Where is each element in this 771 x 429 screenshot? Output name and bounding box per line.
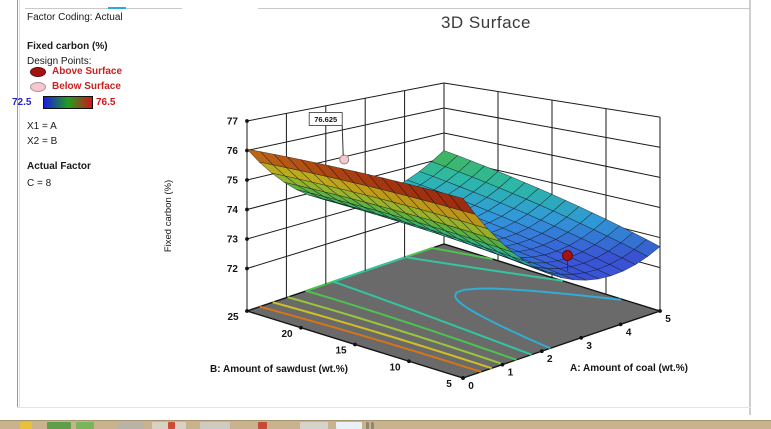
svg-text:77: 77	[227, 117, 239, 128]
taskbar-icon[interactable]	[336, 422, 362, 429]
below-surface-point-icon	[30, 82, 46, 92]
response-name-label: Fixed carbon (%)	[27, 41, 108, 52]
color-scale-min: 72.5	[12, 97, 32, 108]
taskbar-icon[interactable]	[200, 422, 230, 429]
below-surface-design-point[interactable]	[339, 154, 350, 165]
design-points-label: Design Points:	[27, 56, 92, 67]
response-surface-mesh	[246, 148, 661, 281]
prediction-flag[interactable]	[308, 112, 343, 126]
above-surface-design-point[interactable]	[561, 250, 573, 262]
taskbar-icon[interactable]	[300, 422, 328, 429]
svg-text:5: 5	[446, 379, 452, 390]
factor-coding-label: Factor Coding: Actual	[27, 12, 123, 23]
above-surface-label: Above Surface	[52, 66, 123, 77]
svg-text:3: 3	[586, 341, 592, 352]
taskbar-icon[interactable]	[366, 422, 369, 429]
design-points: 76.625	[308, 112, 573, 271]
svg-text:20: 20	[281, 329, 293, 340]
svg-text:75: 75	[227, 176, 239, 187]
window-right-border	[749, 0, 751, 415]
taskbar-icon[interactable]	[76, 422, 94, 429]
x1-factor-label: X1 = A	[27, 121, 57, 132]
taskbar-icon[interactable]	[118, 422, 144, 429]
active-tab-indicator[interactable]	[108, 7, 126, 9]
color-scale-max: 76.5	[96, 97, 116, 108]
taskbar	[0, 420, 771, 429]
svg-text:2: 2	[547, 354, 553, 365]
window-bottom-border	[17, 407, 751, 408]
svg-text:25: 25	[227, 312, 239, 323]
tab-strip-line-right	[258, 8, 750, 9]
taskbar-icon[interactable]	[47, 422, 71, 429]
window-left-border-inner	[19, 0, 20, 408]
svg-text:5: 5	[665, 314, 671, 325]
actual-factor-heading: Actual Factor	[27, 161, 91, 172]
svg-text:4: 4	[626, 327, 632, 338]
actual-factor-value: C = 8	[27, 178, 52, 189]
axis-ticks: 72 73 74 75 76 77 5 10 15 20 25 0 1 2 3 4 5 B: Amount of …	[163, 117, 688, 392]
prediction-flag-value: 76.625	[314, 115, 337, 124]
x2-factor-label: X2 = B	[27, 136, 58, 147]
svg-text:76: 76	[227, 146, 239, 157]
svg-text:73: 73	[227, 235, 239, 246]
svg-text:15: 15	[335, 346, 347, 357]
svg-text:74: 74	[227, 205, 239, 216]
window-left-border	[17, 0, 18, 408]
y-axis-title: B: Amount of sawdust (wt.%)	[210, 364, 348, 375]
above-surface-point-icon	[30, 67, 46, 77]
contour-floor	[244, 243, 663, 379]
below-surface-label: Below Surface	[52, 81, 121, 92]
plot-title: 3D Surface	[440, 13, 532, 32]
x-axis-title: A: Amount of coal (wt.%)	[570, 363, 688, 374]
svg-text:0: 0	[468, 381, 474, 392]
taskbar-icon[interactable]	[371, 422, 374, 429]
tab-strip-line-left	[25, 8, 182, 9]
svg-text:1: 1	[508, 368, 514, 379]
surface-3d-plot-canvas[interactable]: 72 73 74 75 76 77 5 10 15 20 25 0 1 2 3 4 5 B: Amount of …	[0, 0, 771, 420]
svg-text:10: 10	[389, 362, 401, 373]
svg-text:72: 72	[227, 264, 239, 275]
color-scale-gradient-bar	[43, 96, 93, 109]
taskbar-icon[interactable]	[20, 422, 32, 429]
taskbar-icon[interactable]	[258, 422, 267, 429]
taskbar-icon[interactable]	[168, 422, 175, 429]
z-axis-title: Fixed carbon (%)	[163, 180, 174, 252]
